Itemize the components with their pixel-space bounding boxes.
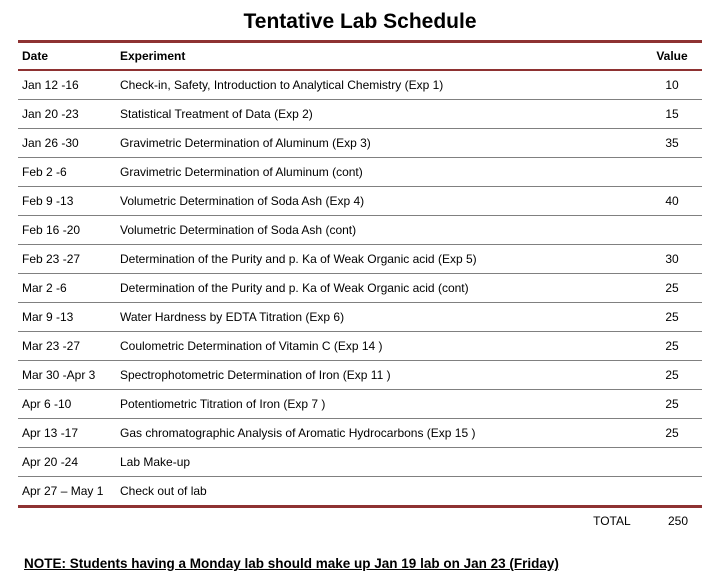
cell-value: 25 — [642, 390, 702, 419]
cell-date: Mar 23 -27 — [18, 332, 116, 361]
cell-experiment: Gravimetric Determination of Aluminum (E… — [116, 129, 642, 158]
cell-value: 25 — [642, 361, 702, 390]
cell-experiment: Spectrophotometric Determination of Iron… — [116, 361, 642, 390]
cell-value — [642, 477, 702, 507]
cell-date: Mar 9 -13 — [18, 303, 116, 332]
cell-value: 25 — [642, 419, 702, 448]
total-label: TOTAL — [593, 514, 631, 528]
total-value: 250 — [658, 514, 698, 528]
cell-date: Jan 26 -30 — [18, 129, 116, 158]
table-row: Mar 9 -13Water Hardness by EDTA Titratio… — [18, 303, 702, 332]
page-title: Tentative Lab Schedule — [18, 10, 702, 34]
table-row: Jan 20 -23Statistical Treatment of Data … — [18, 100, 702, 129]
cell-value: 10 — [642, 70, 702, 100]
total-row: TOTAL 250 — [18, 514, 702, 528]
cell-date: Apr 27 – May 1 — [18, 477, 116, 507]
table-row: Apr 27 – May 1Check out of lab — [18, 477, 702, 507]
table-row: Feb 9 -13Volumetric Determination of Sod… — [18, 187, 702, 216]
col-header-experiment: Experiment — [116, 42, 642, 71]
cell-date: Apr 20 -24 — [18, 448, 116, 477]
cell-date: Jan 20 -23 — [18, 100, 116, 129]
cell-experiment: Statistical Treatment of Data (Exp 2) — [116, 100, 642, 129]
cell-experiment: Gravimetric Determination of Aluminum (c… — [116, 158, 642, 187]
cell-experiment: Coulometric Determination of Vitamin C (… — [116, 332, 642, 361]
cell-experiment: Lab Make-up — [116, 448, 642, 477]
schedule-table: Date Experiment Value Jan 12 -16Check-in… — [18, 40, 702, 508]
table-body: Jan 12 -16Check-in, Safety, Introduction… — [18, 70, 702, 507]
table-row: Mar 2 -6Determination of the Purity and … — [18, 274, 702, 303]
table-row: Mar 30 -Apr 3Spectrophotometric Determin… — [18, 361, 702, 390]
cell-experiment: Potentiometric Titration of Iron (Exp 7 … — [116, 390, 642, 419]
table-row: Feb 23 -27Determination of the Purity an… — [18, 245, 702, 274]
cell-experiment: Volumetric Determination of Soda Ash (Ex… — [116, 187, 642, 216]
cell-experiment: Water Hardness by EDTA Titration (Exp 6) — [116, 303, 642, 332]
table-row: Apr 20 -24Lab Make-up — [18, 448, 702, 477]
table-row: Feb 16 -20Volumetric Determination of So… — [18, 216, 702, 245]
cell-experiment: Check out of lab — [116, 477, 642, 507]
cell-date: Feb 9 -13 — [18, 187, 116, 216]
col-header-value: Value — [642, 42, 702, 71]
table-row: Apr 6 -10Potentiometric Titration of Iro… — [18, 390, 702, 419]
cell-value — [642, 158, 702, 187]
cell-value — [642, 448, 702, 477]
cell-experiment: Gas chromatographic Analysis of Aromatic… — [116, 419, 642, 448]
cell-experiment: Volumetric Determination of Soda Ash (co… — [116, 216, 642, 245]
cell-value: 30 — [642, 245, 702, 274]
table-row: Jan 26 -30Gravimetric Determination of A… — [18, 129, 702, 158]
cell-date: Feb 2 -6 — [18, 158, 116, 187]
cell-value: 25 — [642, 303, 702, 332]
cell-date: Mar 30 -Apr 3 — [18, 361, 116, 390]
cell-date: Mar 2 -6 — [18, 274, 116, 303]
table-row: Feb 2 -6Gravimetric Determination of Alu… — [18, 158, 702, 187]
cell-value: 35 — [642, 129, 702, 158]
cell-value — [642, 216, 702, 245]
cell-date: Apr 13 -17 — [18, 419, 116, 448]
cell-experiment: Determination of the Purity and p. Ka of… — [116, 245, 642, 274]
cell-value: 25 — [642, 332, 702, 361]
table-row: Mar 23 -27Coulometric Determination of V… — [18, 332, 702, 361]
cell-value: 40 — [642, 187, 702, 216]
col-header-date: Date — [18, 42, 116, 71]
table-header-row: Date Experiment Value — [18, 42, 702, 71]
cell-date: Feb 16 -20 — [18, 216, 116, 245]
cell-date: Apr 6 -10 — [18, 390, 116, 419]
table-row: Jan 12 -16Check-in, Safety, Introduction… — [18, 70, 702, 100]
cell-experiment: Determination of the Purity and p. Ka of… — [116, 274, 642, 303]
cell-value: 25 — [642, 274, 702, 303]
cell-date: Jan 12 -16 — [18, 70, 116, 100]
cell-experiment: Check-in, Safety, Introduction to Analyt… — [116, 70, 642, 100]
table-row: Apr 13 -17Gas chromatographic Analysis o… — [18, 419, 702, 448]
cell-value: 15 — [642, 100, 702, 129]
cell-date: Feb 23 -27 — [18, 245, 116, 274]
footnote: NOTE: Students having a Monday lab shoul… — [18, 556, 702, 571]
